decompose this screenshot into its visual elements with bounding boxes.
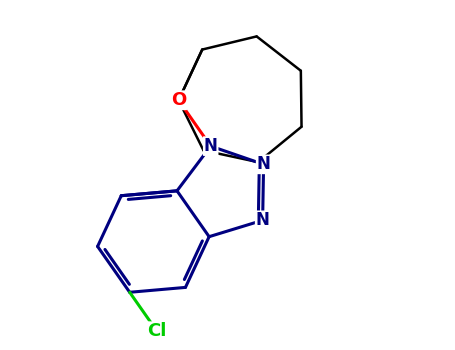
Text: Cl: Cl — [147, 322, 167, 340]
Text: N: N — [256, 211, 269, 229]
Text: N: N — [257, 155, 271, 173]
Text: N: N — [204, 137, 217, 155]
Text: O: O — [171, 91, 186, 109]
